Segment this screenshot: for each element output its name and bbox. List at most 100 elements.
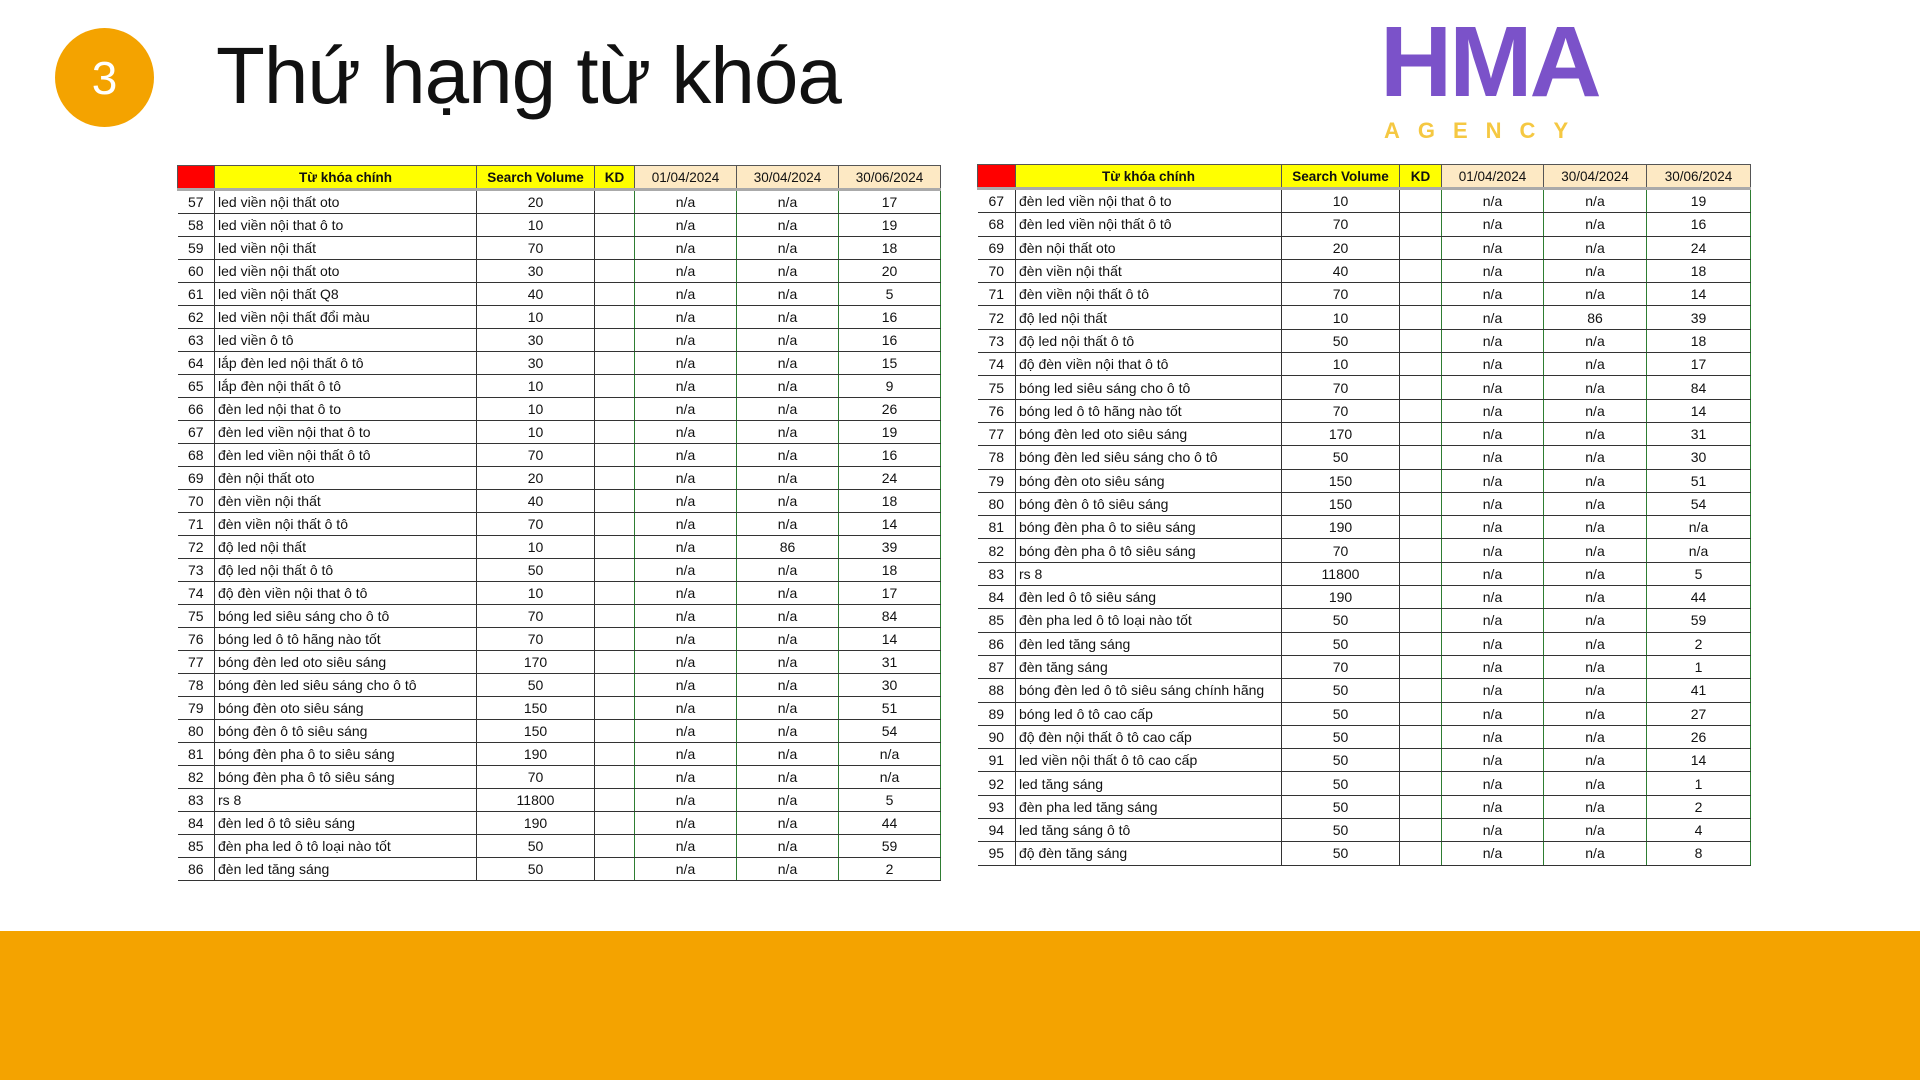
search-volume-cell: 50 [1281,702,1400,726]
rank-30-06-2024-cell: 14 [1646,399,1751,423]
kd-cell [594,604,635,628]
rank-30-04-2024-cell: n/a [1543,655,1647,680]
kd-cell [594,443,635,467]
table-row: 77 bóng đèn led oto siêu sáng 170 n/a n/a 31 [177,650,941,674]
rank-30-04-2024-cell: n/a [1543,399,1647,423]
kd-cell [1399,399,1442,423]
rank-01-04-2024-cell: n/a [634,236,737,260]
keyword-cell: độ đèn viền nội that ô tô [1015,352,1282,377]
table-row: 68 đèn led viền nội thất ô tô 70 n/a n/a 16 [177,443,941,467]
rank-01-04-2024-cell: n/a [1441,655,1544,680]
row-number-cell: 90 [977,725,1016,750]
rank-30-06-2024-cell: 18 [1646,329,1751,354]
column-header-search-volume: Search Volume [1281,164,1400,189]
keyword-cell: lắp đèn led nội thất ô tô [214,351,477,375]
rank-01-04-2024-cell: n/a [1441,186,1544,214]
rank-30-06-2024-cell: 41 [1646,678,1751,703]
table-row: 74 độ đèn viền nội that ô tô 10 n/a n/a 17 [977,352,1751,377]
search-volume-cell: 50 [476,857,595,881]
kd-cell [1399,445,1442,470]
rank-01-04-2024-cell: n/a [1441,515,1544,540]
search-volume-cell: 190 [1281,515,1400,540]
row-number-cell: 70 [177,489,215,513]
kd-cell [1399,562,1442,587]
table-row: 76 bóng led ô tô hãng nào tốt 70 n/a n/a 14 [177,627,941,651]
search-volume-cell: 70 [476,765,595,789]
rank-30-04-2024-cell: n/a [736,374,839,398]
row-number-cell: 80 [177,719,215,743]
row-number-cell: 83 [177,788,215,812]
slide-title: Thứ hạng từ khóa [216,31,842,120]
search-volume-cell: 50 [1281,841,1400,866]
keyword-cell: bóng led siêu sáng cho ô tô [214,604,477,628]
search-volume-cell: 150 [476,696,595,720]
search-volume-cell: 70 [476,443,595,467]
search-volume-cell: 30 [476,351,595,375]
keyword-cell: đèn led viền nội thất ô tô [1015,212,1282,237]
rank-01-04-2024-cell: n/a [1441,725,1544,750]
rank-30-04-2024-cell: n/a [1543,375,1647,400]
table-row: 89 bóng led ô tô cao cấp 50 n/a n/a 27 [977,702,1751,726]
rank-30-04-2024-cell: n/a [736,305,839,329]
rank-01-04-2024-cell: n/a [1441,375,1544,400]
rank-30-06-2024-cell: 17 [838,581,941,605]
table-row: 78 bóng đèn led siêu sáng cho ô tô 50 n/a n/… [977,445,1751,470]
row-number-cell: 88 [977,678,1016,703]
search-volume-cell: 30 [476,328,595,352]
search-volume-cell: 10 [476,397,595,421]
row-number-cell: 62 [177,305,215,329]
rank-30-04-2024-cell: 86 [1543,305,1647,330]
kd-cell [1399,186,1442,214]
row-number-cell: 75 [177,604,215,628]
column-header-keyword: Từ khóa chính [1015,164,1282,189]
rank-30-06-2024-cell: 54 [1646,492,1751,517]
kd-cell [594,558,635,582]
search-volume-cell: 10 [1281,186,1400,214]
kd-cell [594,259,635,283]
search-volume-cell: 70 [1281,282,1400,307]
rank-30-06-2024-cell: 16 [838,305,941,329]
rank-30-04-2024-cell: n/a [736,673,839,697]
row-number-cell: 91 [977,748,1016,773]
rank-30-04-2024-cell: n/a [736,558,839,582]
table-row: 92 led tăng sáng 50 n/a n/a 1 [977,771,1751,796]
row-number-cell: 63 [177,328,215,352]
rank-01-04-2024-cell: n/a [634,374,737,398]
kd-cell [1399,608,1442,633]
keyword-cell: bóng đèn led siêu sáng cho ô tô [214,673,477,697]
kd-cell [1399,585,1442,610]
search-volume-cell: 50 [1281,608,1400,633]
search-volume-cell: 70 [1281,212,1400,237]
keyword-cell: led tăng sáng ô tô [1015,818,1282,843]
keyword-cell: bóng đèn oto siêu sáng [214,696,477,720]
rank-01-04-2024-cell: n/a [634,627,737,651]
row-number-cell: 83 [977,562,1016,587]
rank-30-04-2024-cell: n/a [736,328,839,352]
rank-30-06-2024-cell: 2 [838,857,941,881]
keyword-cell: led viền nội thất oto [214,188,477,214]
rank-01-04-2024-cell: n/a [1441,352,1544,377]
row-number-cell: 93 [977,795,1016,820]
table-row: 80 bóng đèn ô tô siêu sáng 150 n/a n/a 54 [177,719,941,743]
search-volume-cell: 70 [476,236,595,260]
row-number-cell: 82 [977,538,1016,563]
kd-cell [594,489,635,513]
keyword-cell: bóng đèn pha ô tô siêu sáng [214,765,477,789]
table-row: 71 đèn viền nội thất ô tô 70 n/a n/a 14 [977,282,1751,307]
row-number-cell: 69 [177,466,215,490]
rank-30-04-2024-cell: n/a [1543,329,1647,354]
search-volume-cell: 50 [476,834,595,858]
kd-cell [594,420,635,444]
row-number-cell: 71 [977,282,1016,307]
keyword-cell: lắp đèn nội thất ô tô [214,374,477,398]
kd-cell [1399,678,1442,703]
keyword-cell: bóng đèn led oto siêu sáng [1015,422,1282,447]
search-volume-cell: 70 [476,604,595,628]
search-volume-cell: 190 [1281,585,1400,610]
keyword-cell: led viền nội that ô to [214,213,477,237]
row-number-cell: 77 [977,422,1016,447]
keyword-cell: led viền nội thất [214,236,477,260]
kd-cell [1399,515,1442,540]
rank-01-04-2024-cell: n/a [1441,562,1544,587]
row-number-cell: 65 [177,374,215,398]
